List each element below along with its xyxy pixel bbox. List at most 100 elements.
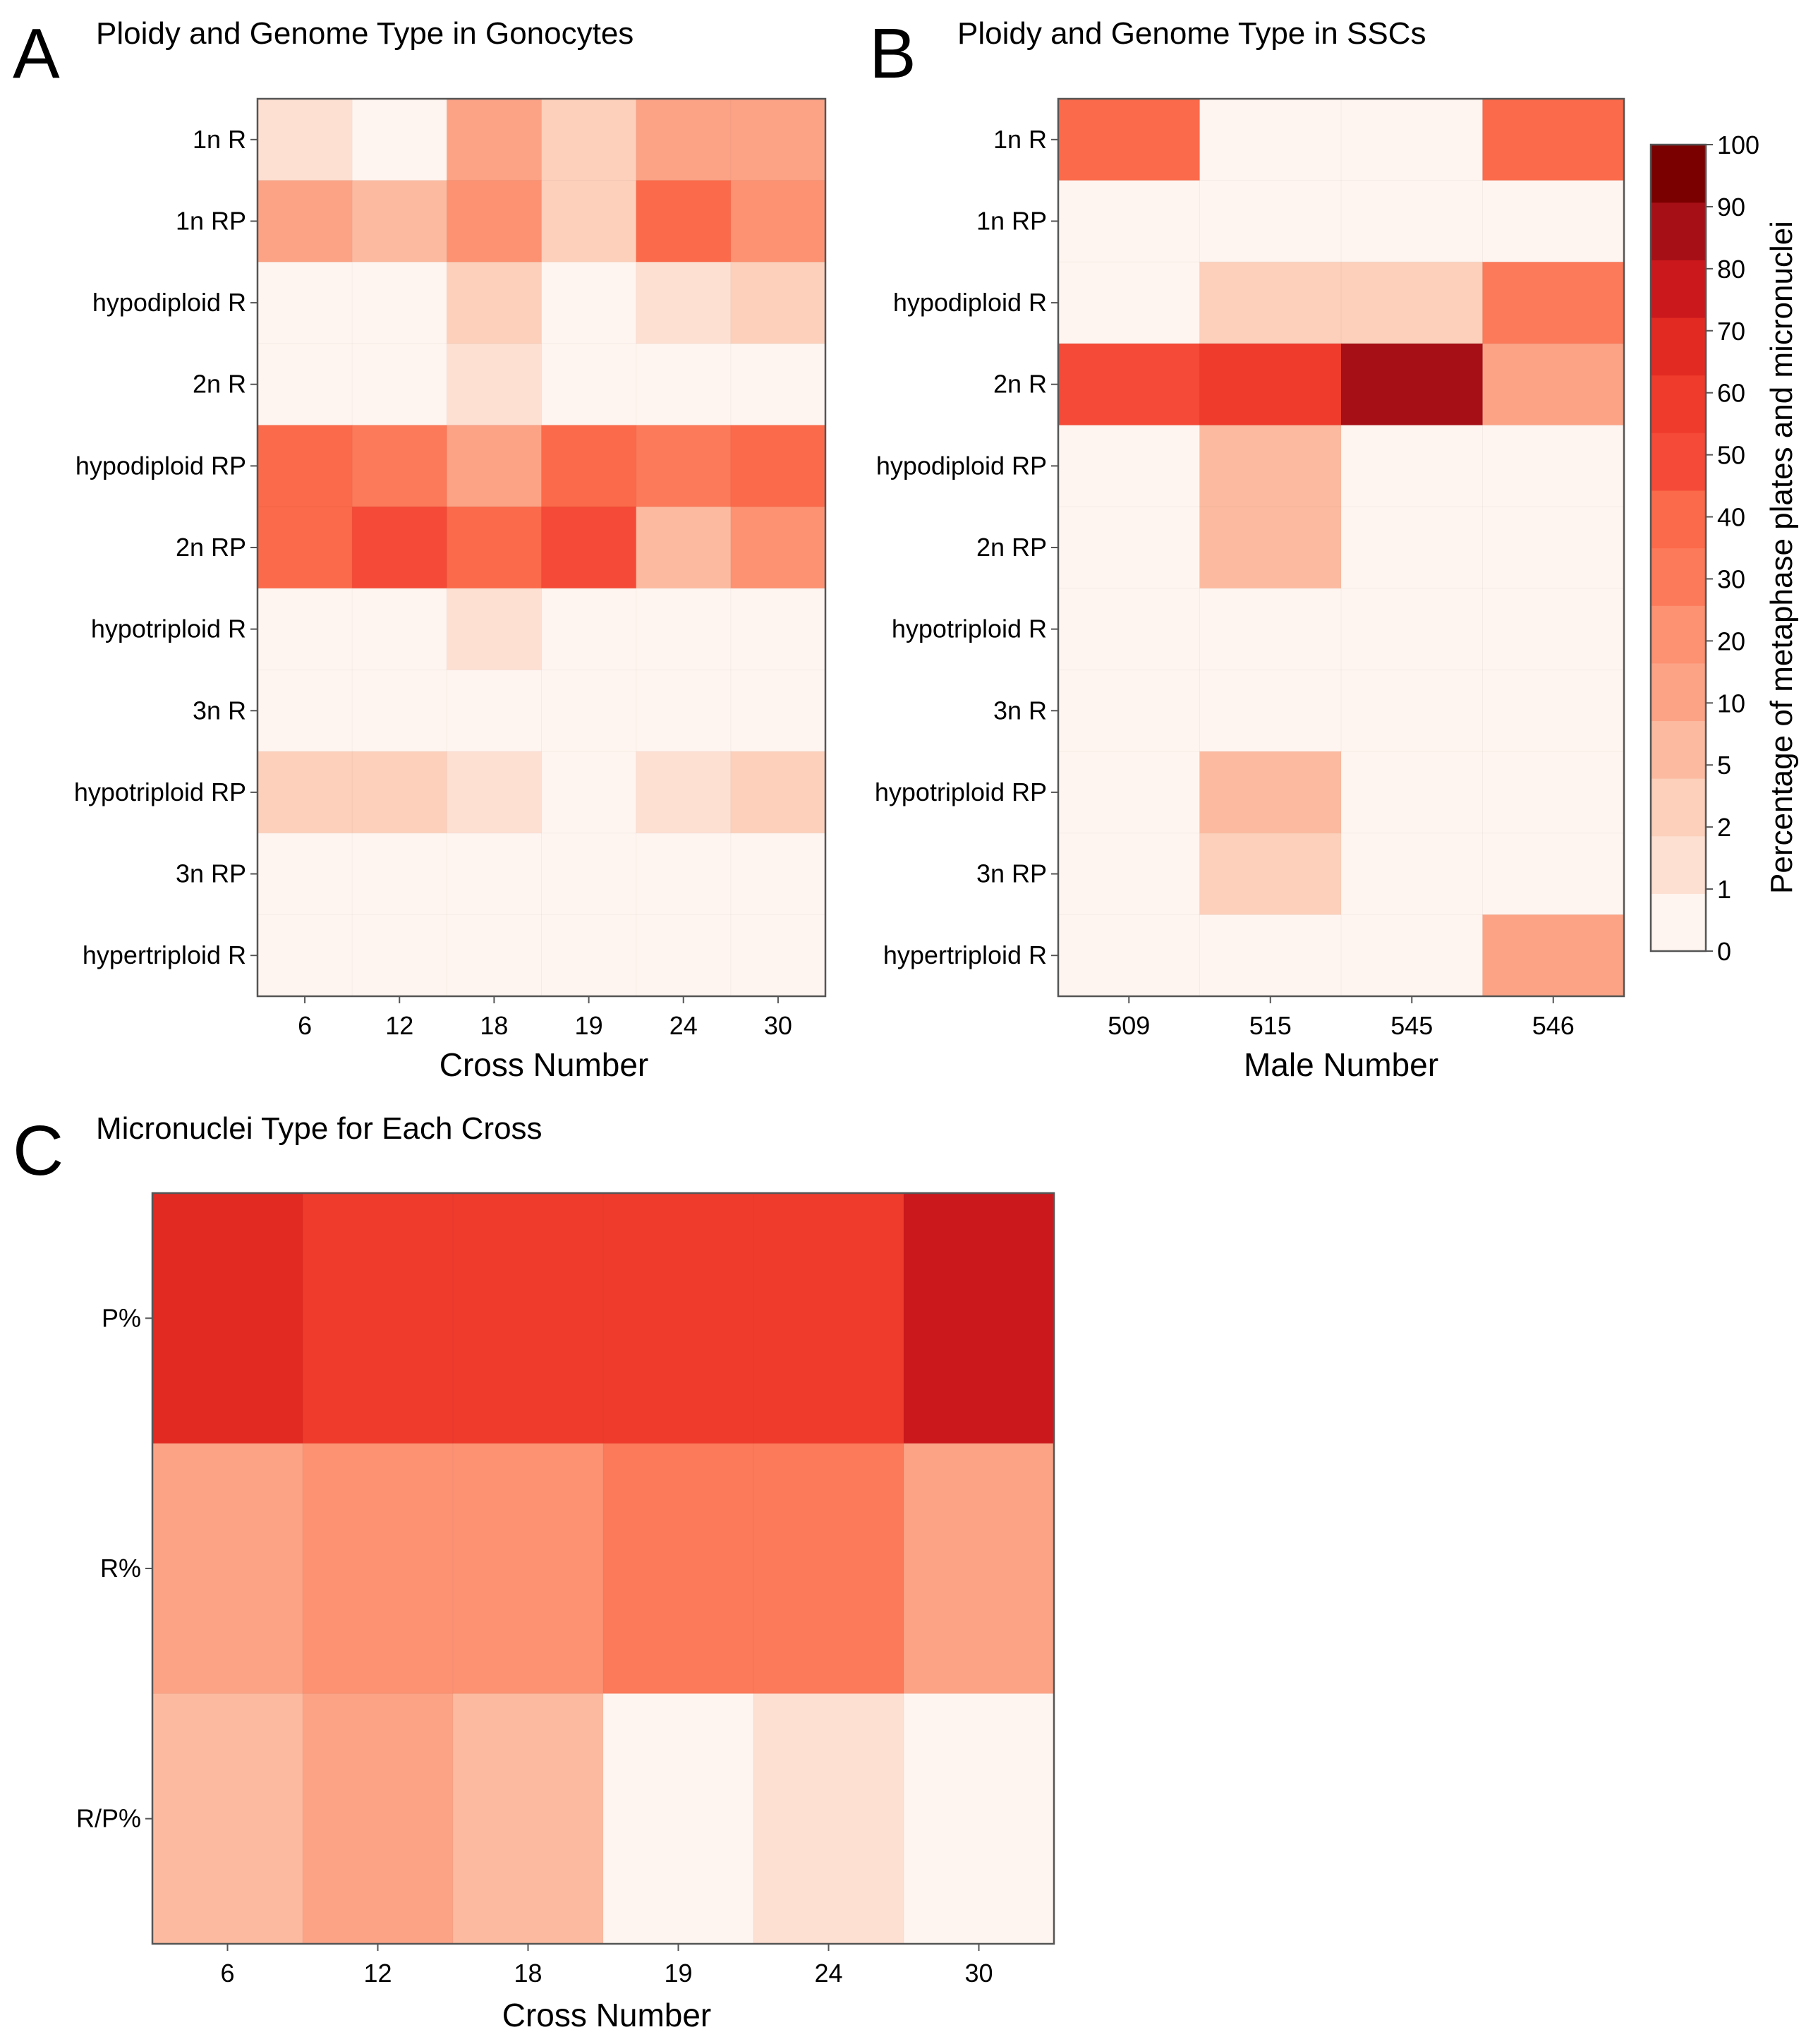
x-tick-label: 509 — [1108, 1011, 1150, 1040]
x-tick-label: 546 — [1532, 1011, 1575, 1040]
heatmap-cell — [541, 588, 637, 671]
heatmap-cell — [257, 425, 353, 507]
heatmap-cell — [447, 425, 543, 507]
y-tick-label: hypodiploid RP — [75, 451, 246, 480]
heatmap-cell — [730, 507, 826, 589]
heatmap-cell — [1482, 180, 1625, 262]
y-tick-label: 3n RP — [976, 859, 1047, 888]
heatmap-cell — [1341, 751, 1484, 834]
y-tick-label: hypertriploid R — [883, 941, 1047, 969]
heatmap-cell — [1058, 507, 1201, 589]
heatmap-cell — [636, 425, 732, 507]
colorbar-swatch — [1651, 605, 1706, 664]
heatmap-cell — [352, 507, 447, 589]
heatmap-cell — [1341, 507, 1484, 589]
heatmap-cell — [352, 425, 447, 507]
heatmap-cell — [453, 1193, 604, 1444]
heatmap-cell — [1058, 588, 1201, 671]
heatmap-cell — [1341, 670, 1484, 752]
heatmap-cell — [1341, 99, 1484, 181]
heatmap-cell — [730, 180, 826, 262]
heatmap-cell — [603, 1193, 754, 1444]
colorbar-swatch — [1651, 433, 1706, 491]
y-tick-label: hypodiploid R — [893, 288, 1047, 317]
heatmap-cell — [1482, 507, 1625, 589]
colorbar-tick-label: 30 — [1717, 564, 1745, 593]
heatmap-cell — [1482, 425, 1625, 507]
heatmap-cell — [636, 670, 732, 752]
colorbar-tick-label: 100 — [1717, 131, 1759, 159]
x-tick-label: 18 — [480, 1011, 508, 1040]
colorbar: 0 1 2 5 10 20 30 40 50 60 70 80 90 100 — [1649, 131, 1759, 966]
y-tick-label: 2n R — [993, 370, 1047, 399]
heatmap-cell — [1199, 425, 1342, 507]
panel-b-xlabel: Male Number — [1244, 1046, 1438, 1083]
y-tick-label: P% — [102, 1303, 141, 1332]
heatmap-cell — [447, 343, 543, 426]
heatmap-cell — [352, 588, 447, 671]
heatmap-cell — [1199, 262, 1342, 344]
x-tick-label: 24 — [669, 1011, 698, 1040]
heatmap-cell — [303, 1693, 454, 1945]
colorbar-tick-label: 2 — [1717, 813, 1731, 842]
heatmap-cell — [352, 751, 447, 834]
y-tick-label: hypodiploid RP — [876, 451, 1047, 480]
heatmap-cell — [1482, 914, 1625, 997]
heatmap-cell — [257, 343, 353, 426]
colorbar-frame — [1649, 143, 1707, 953]
y-tick-label: hypotriploid R — [892, 615, 1047, 643]
heatmap-cell — [636, 262, 732, 344]
colorbar-tick-label: 1 — [1717, 875, 1731, 904]
heatmap-cell — [636, 914, 732, 997]
panel-b: B Ploidy and Genome Type in SSCs 1n R1n … — [869, 14, 1625, 1083]
heatmap-cell — [1199, 833, 1342, 915]
x-tick-label: 6 — [220, 1959, 234, 1988]
heatmap-cell — [303, 1443, 454, 1694]
colorbar-tick-label: 80 — [1717, 255, 1745, 284]
heatmap-cell — [257, 262, 353, 344]
heatmap-cell — [730, 833, 826, 915]
colorbar-tick-label: 50 — [1717, 441, 1745, 470]
heatmap-cell — [904, 1193, 1055, 1444]
heatmap-cell — [753, 1443, 904, 1694]
heatmap-cell — [730, 99, 826, 181]
panel-c-heatmap: P% R% R/P% 6 12 18 19 24 30 — [76, 1192, 1055, 1988]
heatmap-cell — [636, 180, 732, 262]
y-tick-label: 2n R — [193, 370, 246, 399]
heatmap-cell — [1199, 507, 1342, 589]
colorbar-swatch — [1651, 145, 1706, 203]
colorbar-tick-label: 0 — [1717, 937, 1731, 966]
y-tick-label: 1n R — [993, 125, 1047, 154]
heatmap-cell — [257, 751, 353, 834]
heatmap-cell — [1199, 343, 1342, 426]
heatmap-cell — [447, 507, 543, 589]
heatmap-cell — [1341, 180, 1484, 262]
heatmap-cell — [541, 507, 637, 589]
heatmap-cell — [453, 1443, 604, 1694]
panel-a-letter: A — [13, 14, 60, 93]
heatmap-cell — [541, 833, 637, 915]
heatmap-cell — [1058, 751, 1201, 834]
heatmap-cell — [447, 670, 543, 752]
heatmap-cell — [541, 343, 637, 426]
panel-c-title: Micronuclei Type for Each Cross — [96, 1111, 543, 1146]
x-tick-label: 19 — [575, 1011, 603, 1040]
colorbar-tick-label: 60 — [1717, 379, 1745, 408]
heatmap-cell — [447, 914, 543, 997]
colorbar-swatch — [1651, 490, 1706, 549]
heatmap-cell — [1058, 262, 1201, 344]
heatmap-cell — [730, 914, 826, 997]
colorbar-swatch — [1651, 375, 1706, 433]
colorbar-swatch — [1651, 893, 1706, 952]
heatmap-cell — [541, 670, 637, 752]
y-tick-label: R% — [100, 1554, 141, 1583]
colorbar-swatch — [1651, 548, 1706, 606]
colorbar-swatch — [1651, 317, 1706, 376]
heatmap-cell — [541, 180, 637, 262]
heatmap-cell — [730, 343, 826, 426]
heatmap-cell — [1058, 914, 1201, 997]
heatmap-cell — [1482, 670, 1625, 752]
panel-b-title: Ploidy and Genome Type in SSCs — [957, 16, 1426, 51]
heatmap-cell — [1058, 99, 1201, 181]
